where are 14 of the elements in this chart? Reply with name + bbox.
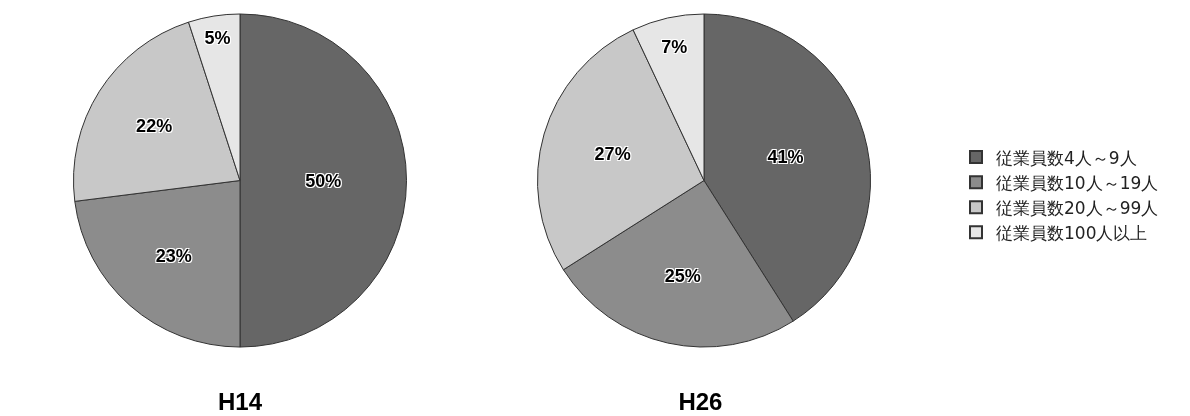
- legend-label: 従業員数10人～19人: [996, 172, 1159, 193]
- data-label: 25%: [664, 265, 701, 286]
- data-label: 23%: [155, 245, 192, 266]
- text: H14: [217, 387, 263, 415]
- legend-label: 従業員数20人～99人: [996, 197, 1159, 218]
- data-label: 50%: [305, 170, 342, 191]
- data-label: 22%: [136, 116, 173, 137]
- data-label: 27%: [594, 143, 631, 164]
- legend-label: 従業員数100人以上: [996, 222, 1148, 243]
- data-label: 7%: [661, 37, 688, 58]
- legend-label: 従業員数4人～9人: [996, 147, 1137, 168]
- data-label: 41%: [767, 146, 804, 167]
- text: H26: [678, 387, 723, 415]
- data-label: 5%: [204, 28, 231, 49]
